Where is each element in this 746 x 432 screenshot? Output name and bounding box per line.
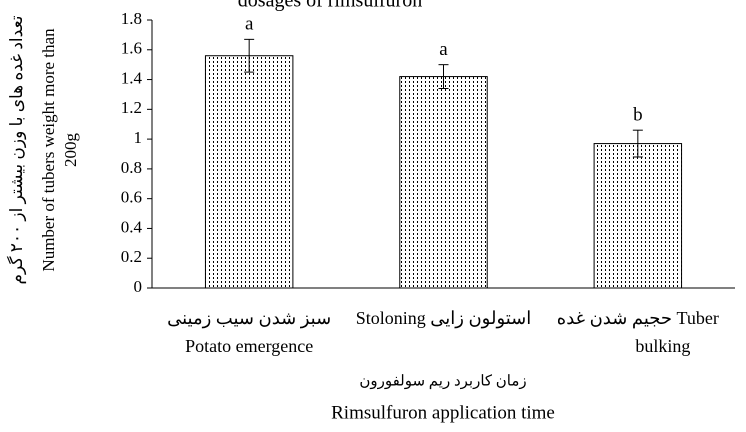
x-tick-label: Stoloning استولون زایی	[356, 308, 532, 329]
x-tick-label: حجیم شدن غده Tuber	[557, 308, 719, 329]
y-tick-label: 0	[134, 277, 143, 296]
y-tick-label: 0.4	[121, 217, 143, 236]
significance-letter: a	[245, 14, 254, 35]
x-tick-label: bulking	[635, 336, 690, 356]
y-tick-label: 1.6	[121, 39, 142, 58]
x-tick-label: Potato emergence	[185, 336, 313, 356]
significance-letter: b	[633, 105, 643, 126]
y-tick-label: 1.8	[121, 9, 142, 28]
bar	[399, 76, 488, 289]
y-tick-label: 1.2	[121, 98, 142, 117]
chart-title: dosages of rimsulfuron	[238, 0, 422, 12]
y-tick-label: 1	[134, 128, 143, 147]
bar	[593, 143, 683, 289]
y-tick-label: 1.4	[121, 68, 143, 87]
y-tick-label: 0.8	[121, 158, 142, 177]
y-axis-label: Number of tubers weight more than	[39, 28, 58, 272]
x-axis-label: زمان کاربرد ریم سولفورون	[359, 373, 526, 389]
y-axis-label: 200g	[61, 133, 80, 168]
significance-letter: a	[439, 39, 448, 60]
y-tick-label: 0.6	[121, 188, 142, 207]
bar	[204, 55, 294, 289]
x-axis-label: Rimsulfuron application time	[331, 402, 555, 423]
y-tick-label: 0.2	[121, 247, 142, 266]
y-axis-label: تعداد غده های با وزن بیشتر از ۲۰۰ گرم	[6, 15, 27, 284]
x-tick-label: سبز شدن سیب زمینی	[167, 308, 331, 329]
